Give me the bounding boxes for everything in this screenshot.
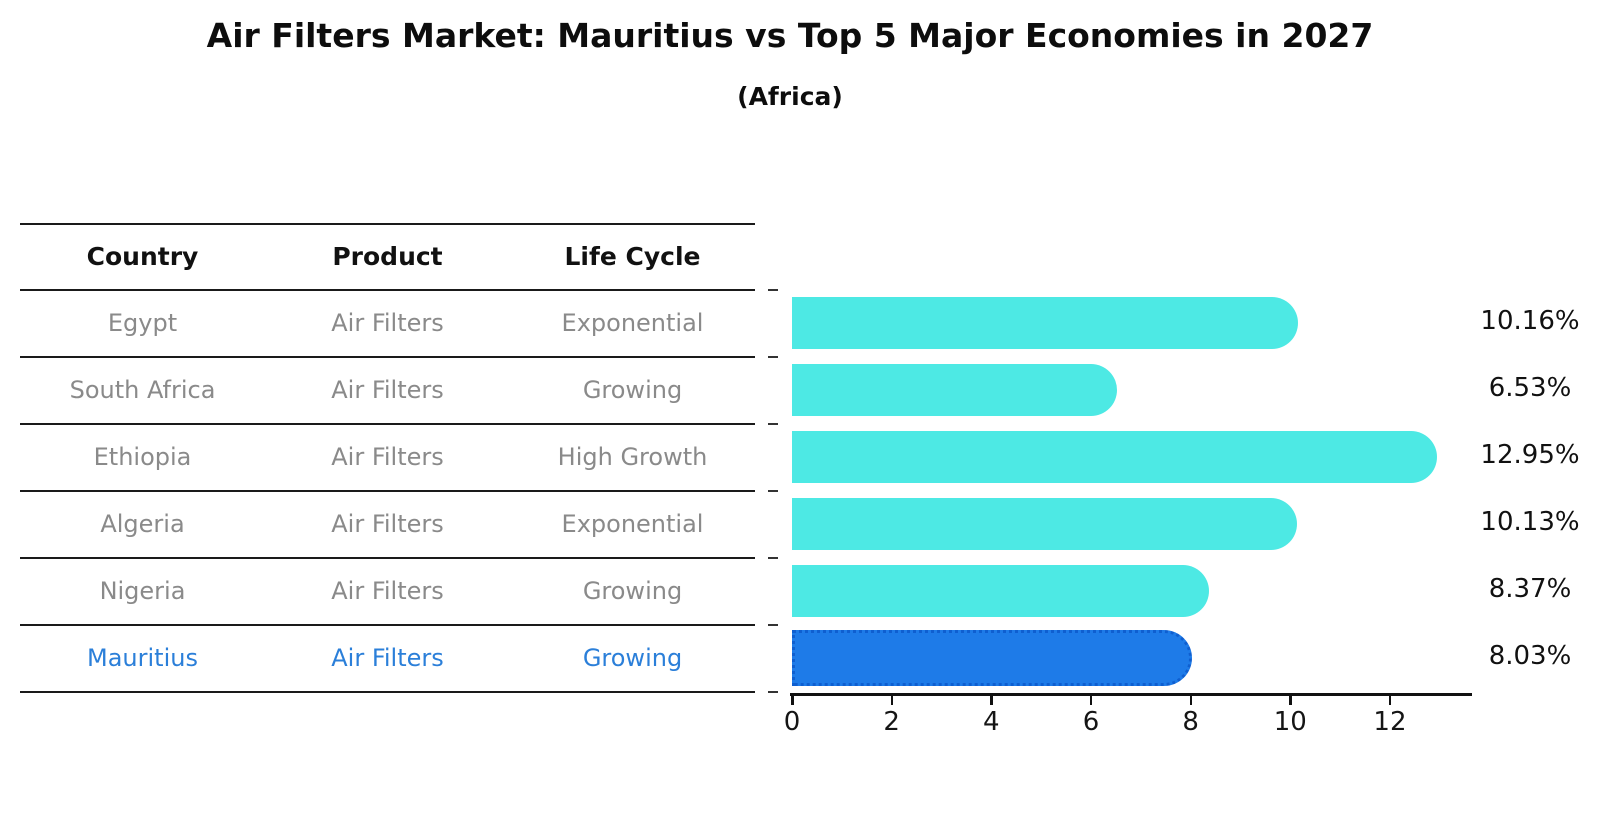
bar-value-label: 6.53% <box>1488 372 1572 403</box>
table-rule-line <box>20 423 755 425</box>
y-axis-tick <box>768 624 778 626</box>
table-cell-life-cycle: High Growth <box>557 442 708 471</box>
table-cell-country: Algeria <box>100 509 185 538</box>
table-cell-product: Air Filters <box>331 509 444 538</box>
bar-mauritius-highlight <box>792 629 1192 686</box>
y-axis-tick <box>768 423 778 425</box>
x-axis-line <box>790 693 1472 696</box>
bar-segment <box>792 564 1209 617</box>
table-cell-country: Nigeria <box>99 576 186 605</box>
x-axis-tick-label: 10 <box>1273 707 1307 737</box>
x-axis-tick-label: 0 <box>783 707 801 737</box>
table-rule-line <box>20 691 755 693</box>
y-axis-tick <box>768 557 778 559</box>
x-axis-tick <box>890 695 894 705</box>
table-row: Egypt Air Filters Exponential <box>20 289 755 356</box>
y-axis-tick <box>768 289 778 291</box>
table-cell-product: Air Filters <box>331 442 444 471</box>
table-header-cell: Product <box>332 241 443 271</box>
table-cell-life-cycle: Growing <box>582 576 683 605</box>
x-axis-tick <box>1089 695 1093 705</box>
table-cell-product: Air Filters <box>331 576 444 605</box>
x-axis-tick <box>1189 695 1193 705</box>
table-header-cell: Country <box>86 241 199 271</box>
table-header-row: Country Product Life Cycle <box>20 223 755 289</box>
table-row: Nigeria Air Filters Growing <box>20 557 755 624</box>
table-row: South Africa Air Filters Growing <box>20 356 755 423</box>
y-axis-tick <box>768 691 778 693</box>
x-axis-tick-label: 2 <box>883 707 900 737</box>
y-axis-tick <box>768 490 778 492</box>
bar-value-label: 10.13% <box>1480 506 1580 537</box>
table-cell-country: Egypt <box>107 308 178 337</box>
x-axis-tick <box>990 695 993 705</box>
table-cell-life-cycle: Growing <box>582 375 683 404</box>
y-axis-tick <box>768 356 778 358</box>
table-rule-line <box>20 624 755 626</box>
table-rule-line <box>20 356 755 358</box>
table-cell-product: Air Filters <box>331 643 444 672</box>
table-row: Algeria Air Filters Exponential <box>20 490 755 557</box>
chart-title: Air Filters Market: Mauritius vs Top 5 M… <box>206 16 1374 55</box>
table-row: Mauritius Air Filters Growing <box>20 624 755 691</box>
bar-value-label: 10.16% <box>1480 305 1580 336</box>
bar-value-label: 12.95% <box>1480 439 1580 470</box>
table-cell-country: Mauritius <box>87 643 198 672</box>
table-rule-line <box>20 490 755 492</box>
x-axis-tick <box>791 695 794 705</box>
x-axis-tick-label: 12 <box>1373 707 1407 737</box>
table-row: Ethiopia Air Filters High Growth <box>20 423 755 490</box>
table-rule-line <box>20 557 755 559</box>
bar-segment <box>792 430 1437 483</box>
bar-segment <box>792 296 1298 349</box>
bar-value-label: 8.37% <box>1488 573 1572 604</box>
table-header-cell: Life Cycle <box>564 241 701 271</box>
bar-segment <box>792 363 1117 416</box>
table-rule-line <box>20 289 755 291</box>
table-cell-country: South Africa <box>69 375 216 404</box>
x-axis-tick <box>1289 695 1292 705</box>
table-cell-life-cycle: Exponential <box>561 308 704 337</box>
table-cell-country: Ethiopia <box>93 442 192 471</box>
x-axis-tick <box>1388 695 1392 705</box>
table-cell-product: Air Filters <box>331 308 444 337</box>
x-axis-tick-label: 4 <box>983 707 1000 737</box>
x-axis-tick-label: 8 <box>1182 707 1199 737</box>
x-axis-tick-label: 6 <box>1082 707 1100 737</box>
bar-segment <box>792 497 1297 550</box>
chart-subtitle: (Africa) <box>737 82 843 111</box>
table-cell-life-cycle: Exponential <box>561 509 704 538</box>
table-cell-product: Air Filters <box>331 375 444 404</box>
table-cell-life-cycle: Growing <box>582 643 683 672</box>
bar-value-label: 8.03% <box>1488 640 1572 671</box>
table-rule-line <box>20 223 755 225</box>
